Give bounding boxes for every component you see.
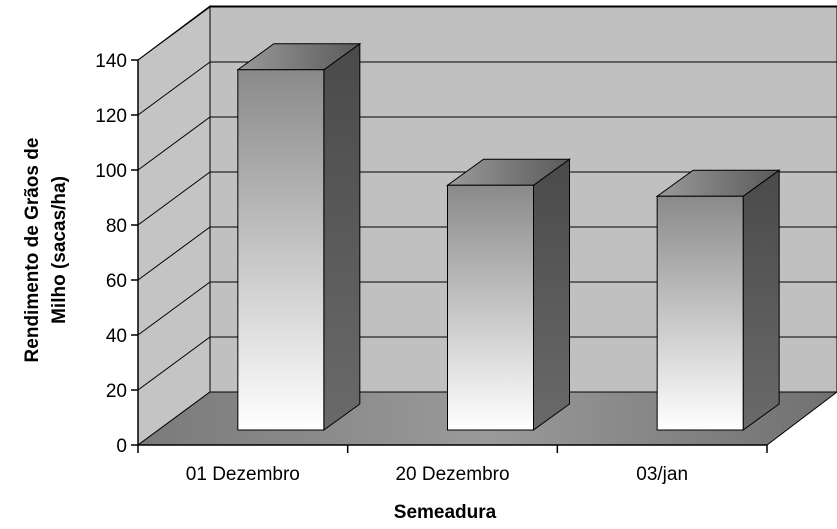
bar-side: [533, 158, 570, 431]
gridline-side: [137, 6, 211, 61]
y-axis-ticks: 0 20 40 60 80 100 120 140: [95, 51, 138, 457]
y-tick-label: 140: [95, 51, 127, 72]
bar-front: [447, 184, 534, 431]
y-tick-label: 100: [95, 161, 127, 182]
y-axis-title-line-2: Milho (sacas/ha): [49, 176, 70, 324]
gridline-side: [137, 61, 211, 116]
x-tick-label: 20 Dezembro: [395, 464, 509, 485]
y-axis-title-line-1: Rendimento de Grãos de: [22, 138, 43, 363]
bar-front: [237, 69, 325, 431]
bar: [655, 169, 781, 431]
y-tick-label: 40: [106, 326, 127, 347]
x-axis-title: Semeadura: [394, 502, 497, 523]
y-tick-label: 60: [106, 271, 127, 292]
x-tick-label: 01 Dezembro: [186, 464, 300, 485]
bar-front: [656, 195, 744, 431]
gridline-side: [137, 336, 211, 391]
gridline-side: [137, 116, 211, 171]
bar: [445, 158, 572, 431]
y-tick-label: 0: [116, 436, 127, 457]
bar-side: [323, 42, 361, 431]
x-axis-ticks: 01 Dezembro 20 Dezembro 03/jan: [137, 445, 768, 485]
y-tick-label: 20: [106, 381, 127, 402]
gridline-side: [137, 171, 211, 226]
left-wall: [137, 5, 211, 446]
y-tick-label: 80: [106, 216, 127, 237]
gridline-side: [137, 281, 211, 336]
bar-side: [742, 169, 780, 431]
y-tick-label: 120: [95, 106, 127, 127]
x-tick-label: 03/jan: [636, 464, 688, 485]
bars: [236, 42, 781, 431]
bar: [236, 42, 362, 431]
gridline-side: [137, 226, 211, 281]
